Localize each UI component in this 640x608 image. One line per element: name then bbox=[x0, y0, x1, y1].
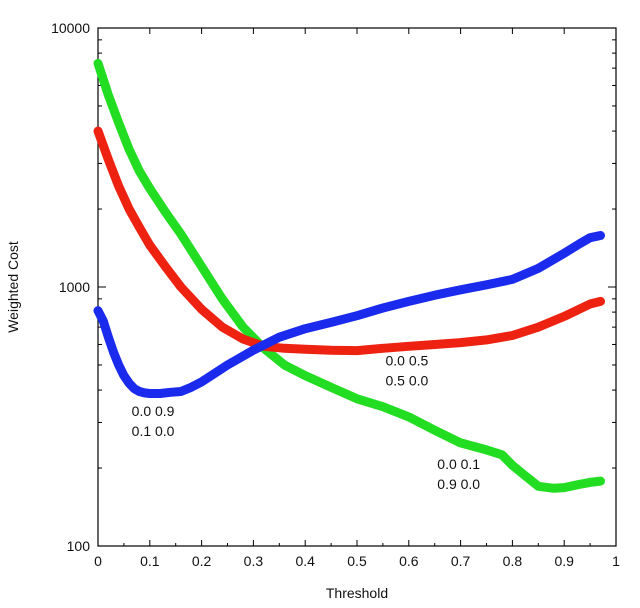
y-tick-label: 10000 bbox=[51, 20, 90, 36]
x-tick-label: 0.2 bbox=[192, 553, 212, 569]
x-tick-label: 0.1 bbox=[140, 553, 160, 569]
x-axis-ticks: 0 0.1 0.2 0.3 0.4 0.5 0.6 0.7 0.8 0.9 1 bbox=[94, 28, 620, 569]
annotation-1: 0.0 0.9 0.1 0.0 bbox=[132, 403, 175, 439]
y-axis-label: Weighted Cost bbox=[5, 241, 21, 333]
annotation-line-1: 0.0 0.9 bbox=[132, 403, 175, 419]
y-tick-label: 1000 bbox=[59, 279, 90, 295]
x-tick-label: 0 bbox=[94, 553, 102, 569]
annotation-line-2: 0.5 0.0 bbox=[385, 372, 428, 388]
x-tick-label: 0.7 bbox=[451, 553, 471, 569]
x-tick-label: 0.4 bbox=[295, 553, 315, 569]
series-line-3 bbox=[93, 231, 605, 398]
y-axis-ticks: 100 1000 10000 bbox=[51, 20, 616, 554]
annotation-line-2: 0.1 0.0 bbox=[132, 423, 175, 439]
series-layer bbox=[93, 58, 605, 493]
x-axis-label: Threshold bbox=[326, 585, 388, 601]
series-line-2 bbox=[93, 126, 605, 356]
annotation-2: 0.0 0.5 0.5 0.0 bbox=[385, 352, 428, 388]
x-tick-label: 0.8 bbox=[503, 553, 523, 569]
x-tick-label: 0.9 bbox=[554, 553, 574, 569]
annotation-line-2: 0.9 0.0 bbox=[437, 476, 480, 492]
x-tick-label: 1 bbox=[612, 553, 620, 569]
x-tick-label: 0.6 bbox=[399, 553, 419, 569]
annotation-layer: 0.0 0.9 0.1 0.0 0.0 0.5 0.5 0.0 0.0 0.1 0.9 0… bbox=[132, 352, 481, 492]
annotation-3: 0.0 0.1 0.9 0.0 bbox=[437, 456, 480, 492]
x-tick-label: 0.3 bbox=[244, 553, 264, 569]
annotation-line-1: 0.0 0.5 bbox=[385, 352, 428, 368]
annotation-line-1: 0.0 0.1 bbox=[437, 456, 480, 472]
x-tick-label: 0.5 bbox=[347, 553, 367, 569]
y-tick-label: 100 bbox=[67, 538, 91, 554]
series-line-1 bbox=[93, 58, 605, 493]
